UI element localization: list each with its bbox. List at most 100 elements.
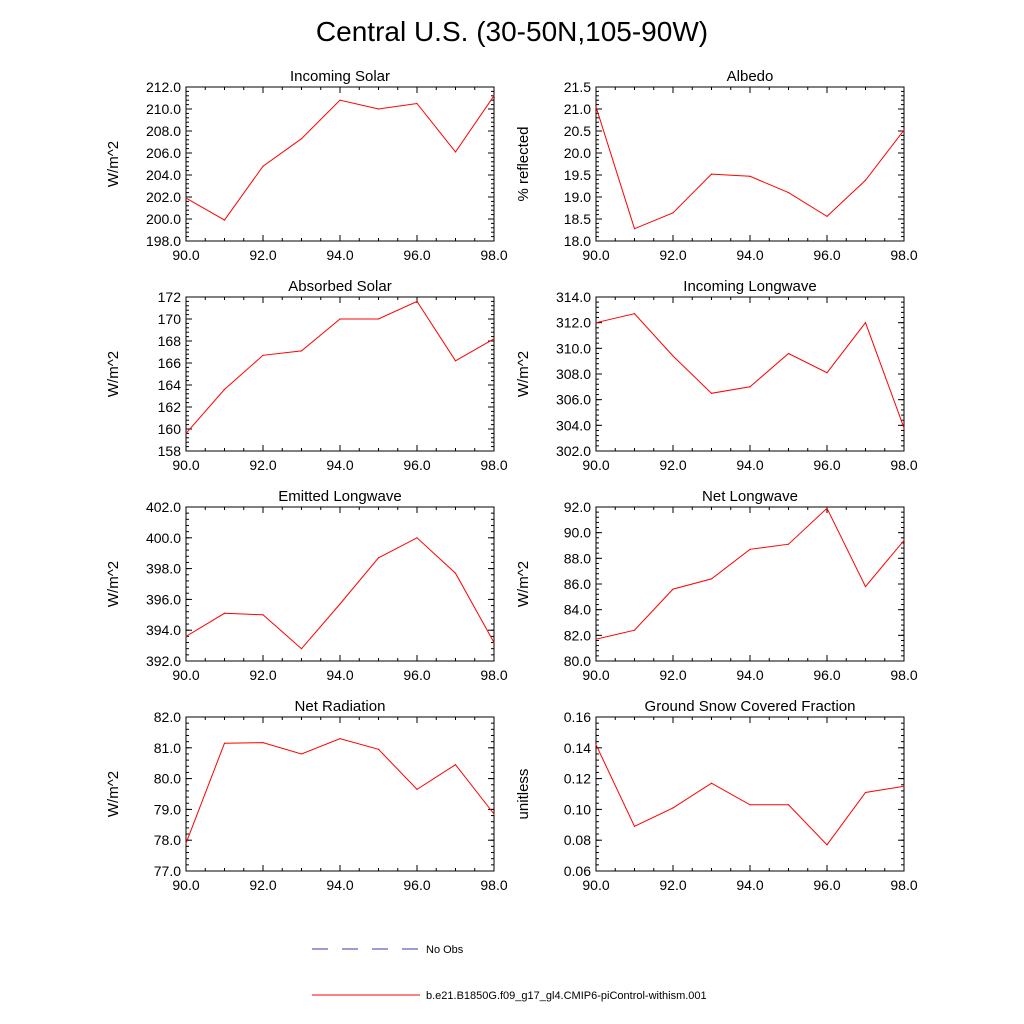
plot-frame: [185, 716, 495, 872]
x-tick-label: 94.0: [326, 457, 353, 473]
data-point: [300, 753, 303, 755]
plot-frame: [185, 296, 495, 452]
data-point: [454, 151, 457, 153]
y-tick-label: 84.0: [564, 602, 591, 618]
panel-0: Incoming Solar W/m^2 90.0 92.0 94.0 96.0 98.0 1…: [105, 68, 508, 263]
series-line: [185, 300, 495, 434]
data-point: [493, 641, 495, 644]
y-tick-label: 86.0: [564, 576, 591, 592]
y-axis-label: W/m^2: [105, 561, 122, 607]
x-tick-label: 90.0: [172, 247, 199, 263]
x-tick-label: 96.0: [813, 247, 840, 263]
data-point: [787, 192, 790, 194]
x-tick-label: 92.0: [249, 247, 276, 263]
data-point: [595, 106, 597, 108]
data-point: [903, 129, 905, 131]
page-title: Central U.S. (30-50N,105-90W): [316, 16, 708, 47]
x-tick-label: 96.0: [403, 877, 430, 893]
y-tick-label: 168: [158, 333, 182, 349]
data-point: [377, 557, 380, 559]
y-tick-label: 158: [158, 443, 182, 459]
panels: Incoming Solar W/m^2 90.0 92.0 94.0 96.0 98.0 1…: [105, 68, 918, 893]
plot-frame: [595, 506, 905, 662]
data-point: [416, 537, 418, 539]
data-point: [339, 737, 341, 740]
y-tick-label: 92.0: [564, 499, 591, 515]
data-point: [710, 578, 713, 580]
data-point: [864, 585, 867, 588]
y-axis-label: W/m^2: [515, 351, 532, 397]
data-point: [223, 742, 226, 744]
y-tick-label: 402.0: [146, 499, 181, 515]
x-tick-label: 90.0: [582, 667, 609, 683]
data-point: [749, 386, 751, 388]
data-point: [493, 813, 495, 815]
x-tick-label: 96.0: [813, 667, 840, 683]
y-tick-label: 0.12: [564, 771, 591, 787]
x-tick-label: 94.0: [736, 247, 763, 263]
data-point: [595, 744, 597, 746]
y-tick-label: 394.0: [146, 622, 181, 638]
y-tick-label: 90.0: [564, 525, 591, 541]
x-tick-label: 98.0: [480, 667, 507, 683]
y-axis-label: W/m^2: [105, 771, 122, 817]
series-line: [595, 507, 905, 640]
x-tick-label: 98.0: [890, 667, 917, 683]
panel-2: Absorbed Solar W/m^2 90.0 92.0 94.0 96.0 98.0 1…: [105, 278, 508, 473]
data-point: [377, 108, 380, 110]
x-tick-label: 90.0: [172, 877, 199, 893]
series-line: [185, 537, 495, 650]
data-point: [416, 102, 418, 105]
y-tick-label: 208.0: [146, 123, 181, 139]
data-point: [633, 313, 636, 315]
data-point: [493, 95, 495, 97]
x-tick-label: 98.0: [890, 247, 917, 263]
y-tick-label: 396.0: [146, 591, 181, 607]
data-point: [262, 614, 264, 616]
x-tick-label: 94.0: [736, 667, 763, 683]
panel-title: Emitted Longwave: [278, 488, 401, 505]
data-point: [454, 764, 457, 766]
y-tick-label: 398.0: [146, 561, 181, 577]
data-point: [826, 372, 828, 374]
y-tick-label: 21.5: [564, 79, 591, 95]
data-point: [595, 638, 597, 640]
panel-title: Net Longwave: [702, 488, 798, 505]
data-point: [300, 648, 303, 650]
x-tick-label: 92.0: [249, 667, 276, 683]
x-tick-label: 90.0: [172, 457, 199, 473]
y-tick-label: 204.0: [146, 167, 181, 183]
data-point: [787, 543, 790, 545]
x-tick-label: 90.0: [582, 457, 609, 473]
y-tick-label: 170: [158, 311, 182, 327]
plot-frame: [595, 296, 905, 452]
x-tick-label: 98.0: [890, 457, 917, 473]
plot-frame: [595, 716, 905, 872]
data-point: [864, 179, 867, 181]
x-tick-label: 90.0: [582, 877, 609, 893]
y-tick-label: 400.0: [146, 530, 181, 546]
panel-title: Ground Snow Covered Fraction: [645, 698, 856, 715]
data-point: [300, 138, 303, 140]
y-tick-label: 310.0: [556, 340, 591, 356]
series-line: [595, 106, 905, 230]
y-tick-label: 19.5: [564, 167, 591, 183]
data-point: [377, 748, 380, 750]
data-point: [300, 350, 303, 352]
y-tick-label: 304.0: [556, 417, 591, 433]
x-tick-label: 92.0: [659, 247, 686, 263]
x-tick-label: 92.0: [249, 877, 276, 893]
data-point: [262, 354, 264, 356]
series-line: [595, 313, 905, 429]
data-point: [826, 507, 828, 509]
y-tick-label: 19.0: [564, 189, 591, 205]
data-point: [903, 785, 905, 787]
data-point: [223, 612, 226, 614]
y-tick-label: 206.0: [146, 145, 181, 161]
panel-7: Ground Snow Covered Fraction unitless 90.0…: [515, 698, 918, 893]
y-tick-label: 79.0: [154, 801, 181, 817]
y-tick-label: 306.0: [556, 392, 591, 408]
legend-model-label: b.e21.B1850G.f09_g17_gl4.CMIP6-piControl…: [426, 990, 707, 1002]
y-tick-label: 21.0: [564, 101, 591, 117]
y-tick-label: 18.0: [564, 233, 591, 249]
